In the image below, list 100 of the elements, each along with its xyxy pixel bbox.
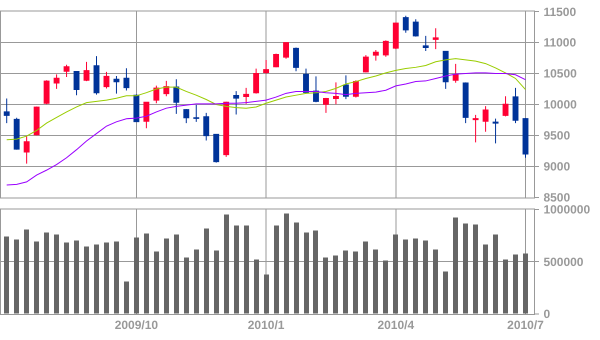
candlestick bbox=[512, 87, 518, 124]
candlestick bbox=[64, 64, 70, 78]
candlestick bbox=[253, 68, 260, 94]
bar bbox=[224, 214, 229, 314]
bar bbox=[34, 241, 39, 314]
candlestick bbox=[432, 28, 439, 50]
bar bbox=[423, 240, 428, 314]
y-tick-label: 9000 bbox=[543, 160, 570, 174]
bar bbox=[313, 230, 318, 314]
candlestick bbox=[44, 80, 50, 105]
candlestick bbox=[472, 114, 479, 143]
bar bbox=[134, 237, 139, 314]
y-tick-label: 11500 bbox=[543, 4, 576, 19]
candlestick bbox=[114, 76, 120, 94]
y-tick-label: 8500 bbox=[543, 190, 570, 205]
bar bbox=[14, 239, 19, 314]
y-tick-label: 10000 bbox=[543, 98, 578, 112]
bar bbox=[294, 222, 299, 314]
bar bbox=[323, 257, 328, 314]
bar bbox=[493, 234, 498, 314]
bar bbox=[254, 259, 259, 314]
bar bbox=[343, 250, 348, 314]
candlestick bbox=[14, 117, 20, 150]
candlestick bbox=[303, 68, 309, 93]
y-tick-label: 10500 bbox=[543, 66, 578, 81]
bar bbox=[363, 241, 368, 314]
candlestick bbox=[233, 90, 240, 116]
bar bbox=[94, 244, 99, 314]
bar bbox=[124, 281, 129, 314]
bar bbox=[304, 232, 309, 314]
candlestick bbox=[362, 54, 369, 74]
candlestick bbox=[293, 46, 299, 72]
bar bbox=[353, 251, 358, 314]
candlestick bbox=[94, 56, 100, 96]
bar bbox=[373, 249, 378, 314]
y-tick-label: 1000000 bbox=[543, 202, 590, 217]
bar bbox=[194, 249, 199, 314]
bar bbox=[84, 246, 89, 314]
bar bbox=[54, 234, 59, 314]
y-tick-label: 0 bbox=[543, 306, 550, 321]
bar bbox=[433, 249, 438, 314]
bar bbox=[393, 234, 398, 314]
candlestick bbox=[412, 18, 419, 38]
candlestick bbox=[153, 85, 160, 104]
bar bbox=[483, 244, 488, 314]
bar bbox=[4, 236, 9, 314]
candlestick bbox=[193, 104, 200, 122]
line-series bbox=[6, 58, 526, 140]
candlestick bbox=[502, 96, 508, 117]
candlestick bbox=[34, 106, 40, 136]
candlestick bbox=[492, 118, 499, 144]
bar bbox=[523, 253, 528, 314]
line-series bbox=[6, 72, 526, 186]
bar bbox=[24, 229, 29, 314]
bar bbox=[64, 242, 69, 314]
y-tick-label: 500000 bbox=[543, 254, 584, 269]
candlestick bbox=[462, 82, 469, 124]
candlestick bbox=[263, 60, 270, 74]
candlestick bbox=[4, 98, 10, 124]
candlestick bbox=[143, 102, 150, 129]
bar bbox=[74, 240, 79, 314]
bar bbox=[413, 238, 418, 314]
candlestick bbox=[372, 50, 379, 62]
bar bbox=[174, 234, 179, 314]
candlestick bbox=[402, 15, 409, 34]
candlestick bbox=[173, 78, 180, 114]
candlestick bbox=[203, 112, 210, 141]
candlestick bbox=[442, 50, 449, 90]
bar bbox=[114, 241, 119, 314]
candlestick bbox=[243, 87, 250, 104]
candlestick bbox=[213, 134, 220, 164]
candlestick bbox=[74, 71, 80, 96]
candlestick bbox=[342, 74, 349, 100]
x-tick-label: 2010/4 bbox=[377, 318, 414, 332]
candlestick bbox=[24, 136, 30, 164]
candlestick bbox=[332, 82, 339, 105]
candlestick bbox=[323, 97, 329, 114]
bar bbox=[284, 213, 289, 314]
candlestick bbox=[273, 53, 280, 68]
bar bbox=[234, 225, 239, 314]
x-tick-label: 2009/10 bbox=[114, 318, 158, 332]
x-tick-label: 2010/7 bbox=[507, 318, 544, 332]
candlestick bbox=[54, 74, 60, 90]
candlestick bbox=[392, 22, 399, 50]
candlestick bbox=[452, 63, 459, 84]
bar bbox=[333, 255, 338, 314]
x-tick-label: 2010/1 bbox=[248, 318, 285, 332]
candlestick bbox=[104, 71, 110, 89]
candlestick bbox=[163, 80, 170, 97]
bar bbox=[503, 259, 508, 314]
bar bbox=[244, 225, 249, 314]
bar bbox=[453, 217, 458, 314]
candlestick bbox=[422, 35, 429, 52]
bar bbox=[154, 251, 159, 314]
candlestick bbox=[522, 118, 528, 158]
y-tick-label: 11000 bbox=[543, 36, 576, 50]
bar bbox=[463, 223, 468, 314]
bar bbox=[513, 254, 518, 314]
candlestick bbox=[183, 108, 190, 124]
bar bbox=[274, 225, 279, 314]
